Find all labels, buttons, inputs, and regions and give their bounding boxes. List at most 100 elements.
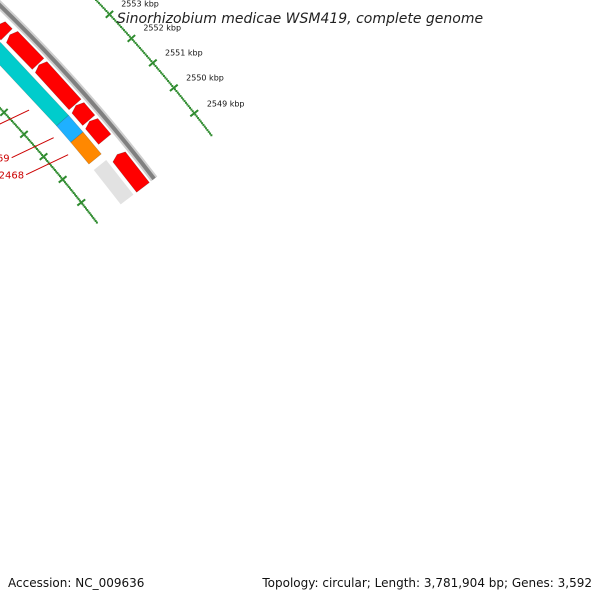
gene-unnamed[interactable] [112, 151, 150, 193]
outer-dot [174, 88, 177, 91]
inner-dot [94, 219, 97, 222]
outer-dot [123, 29, 126, 32]
inner-dot [5, 114, 8, 117]
outer-dot [184, 101, 187, 104]
gene-smed-2471[interactable] [6, 31, 45, 70]
outer-dot [137, 45, 140, 48]
inner-dot [34, 146, 37, 149]
inner-dot [71, 190, 74, 193]
inner-dot [30, 142, 33, 145]
outer-dot [168, 81, 171, 84]
outer-dot [99, 3, 102, 6]
outer-dot [158, 69, 161, 72]
outer-dot [194, 113, 197, 116]
kbp-tick-inner [39, 152, 48, 161]
outer-dot [199, 120, 202, 123]
inner-dot [72, 191, 75, 194]
gene-smed-2470[interactable] [34, 61, 82, 111]
outer-dot [112, 17, 115, 20]
outer-dot [121, 27, 124, 30]
outer-dot [115, 21, 118, 24]
inner-dot [81, 202, 84, 205]
inner-dot [52, 167, 55, 170]
outer-dot [167, 79, 170, 82]
outer-dot [124, 30, 127, 33]
outer-dot [169, 83, 172, 86]
map-title: Sinorhizobium medicae WSM419, complete g… [117, 11, 483, 27]
backbone-layer [0, 0, 158, 182]
outer-dot [155, 66, 158, 69]
label-layer: Smed_2473Smed_2472Smed_2471Smed_2470Smed… [0, 109, 69, 182]
inner-dot [56, 172, 59, 175]
outer-dot [182, 98, 185, 101]
inner-dot [75, 195, 78, 198]
inner-dot [84, 207, 87, 210]
outer-dot [125, 32, 128, 35]
inner-dot [67, 185, 70, 188]
blue-feature[interactable] [56, 114, 84, 143]
kbp-tick [189, 109, 199, 118]
gene-label[interactable]: Smed_2469 [0, 154, 10, 165]
outer-dot [134, 42, 137, 45]
outer-dot [189, 106, 192, 109]
inner-dot [41, 153, 44, 156]
inner-dot [95, 221, 98, 224]
inner-dot [57, 173, 60, 176]
gene-smed-2469[interactable] [71, 102, 96, 126]
inner-dot [25, 136, 28, 139]
outer-dot [150, 60, 153, 63]
kbp-tick-label: 2551 kbp [165, 48, 203, 57]
outer-dot [201, 122, 204, 125]
gene-smed-2472[interactable] [0, 21, 13, 41]
outer-dot [191, 110, 194, 113]
kbp-tick [105, 10, 114, 19]
outer-dot [171, 84, 174, 87]
outer-dot [183, 100, 186, 103]
accession-label: Accession: NC_009636 [8, 576, 144, 590]
inner-dot [39, 152, 42, 155]
inner-dot [8, 117, 11, 120]
inner-dot [10, 119, 13, 122]
outer-dot [141, 50, 144, 53]
inner-dot [0, 108, 3, 111]
gene-layer [0, 21, 150, 193]
kbp-tick-inner [19, 130, 29, 139]
inner-dot [37, 149, 40, 152]
gene-label-group[interactable]: Smed_2469 [0, 137, 54, 165]
grey-feature[interactable] [93, 159, 134, 205]
inner-dot [32, 143, 35, 146]
inner-dot [26, 137, 29, 140]
inner-dot [17, 127, 20, 130]
outer-dot [97, 2, 100, 5]
kbp-tick-inner [76, 198, 86, 207]
orange-feature[interactable] [70, 131, 102, 165]
inner-dot [43, 156, 46, 159]
outer-dot [143, 51, 146, 54]
outer-dot [127, 34, 130, 37]
gene-label-group[interactable]: Smed_2470 [0, 109, 30, 137]
outer-dot [105, 10, 108, 13]
kbp-tick-inner [0, 108, 9, 117]
outer-dot [179, 95, 182, 98]
outer-dot [109, 14, 112, 17]
inner-dot [77, 198, 80, 201]
gene-label-group[interactable]: Smed_2468 [0, 154, 69, 182]
outer-dot [164, 76, 167, 79]
outer-dot [154, 65, 157, 68]
inner-dot [14, 124, 17, 127]
gene-smed-2468[interactable] [85, 118, 112, 145]
inner-dot [65, 182, 68, 185]
inner-dot [29, 140, 32, 143]
gene-label[interactable]: Smed_2468 [0, 171, 24, 182]
inner-dot [89, 213, 92, 216]
inner-dot [66, 184, 69, 187]
outer-dot [176, 91, 179, 94]
inner-dot [1, 109, 4, 112]
label-leader-line [11, 137, 54, 159]
inner-dot [82, 204, 85, 207]
inner-dot [55, 170, 58, 173]
label-leader-line [25, 154, 69, 176]
outer-dot [131, 38, 134, 41]
